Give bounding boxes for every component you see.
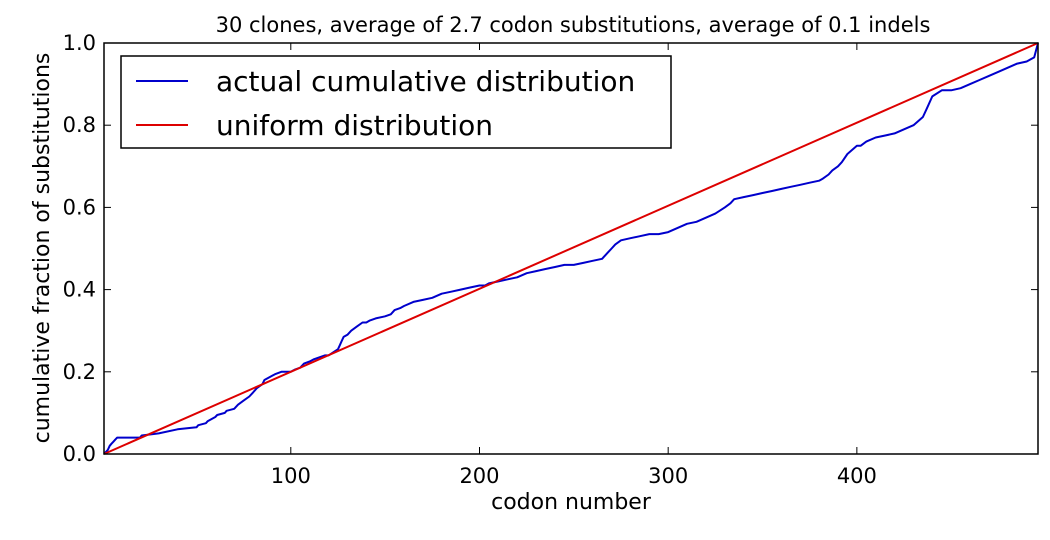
plot-frame: [103, 42, 1039, 455]
x-tick-label: 400: [837, 464, 877, 488]
plot-area: 100 200 300 400 0.0 0.2 0.4 0.6 0.8 1.0: [63, 31, 1039, 488]
series-line-uniform: [103, 42, 1039, 455]
legend-label-actual: actual cumulative distribution: [216, 65, 635, 98]
x-tick-label: 100: [271, 464, 311, 488]
series-line-actual: [103, 42, 1039, 455]
y-tick-label: 1.0: [63, 31, 96, 55]
x-tick-label: 200: [459, 464, 499, 488]
y-tick-label: 0.8: [63, 113, 96, 137]
legend-box: [120, 55, 672, 149]
x-tick-label: 300: [648, 464, 688, 488]
y-axis-label: cumulative fraction of substitutions: [30, 53, 55, 444]
legend: actual cumulative distribution uniform di…: [120, 55, 672, 149]
y-tick-label: 0.0: [63, 442, 96, 466]
y-tick-label: 0.6: [63, 195, 96, 219]
x-axis-label: codon number: [491, 490, 652, 515]
y-tick-label: 0.4: [63, 278, 96, 302]
chart-title: 30 clones, average of 2.7 codon substitu…: [216, 13, 931, 37]
legend-label-uniform: uniform distribution: [216, 109, 493, 142]
y-tick-label: 0.2: [63, 360, 96, 384]
